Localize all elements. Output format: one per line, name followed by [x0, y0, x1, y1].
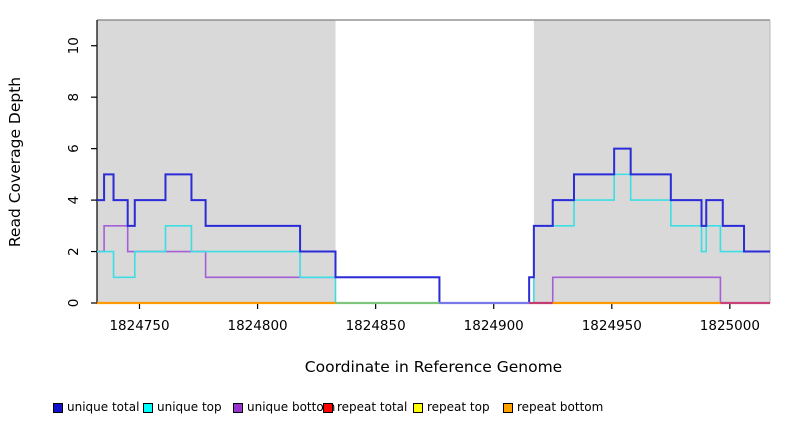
x-tick-label: 1824850 — [346, 318, 406, 334]
x-tick-label: 1824900 — [464, 318, 524, 334]
repeat-region-shading — [97, 20, 336, 303]
x-tick-label: 1824750 — [109, 318, 169, 334]
y-tick-label: 2 — [66, 247, 82, 256]
y-tick-label: 8 — [66, 93, 82, 102]
x-tick-label: 1825000 — [700, 318, 760, 334]
y-tick-label: 4 — [66, 196, 82, 205]
y-tick-label: 0 — [66, 299, 82, 308]
repeat-region-shading — [533, 20, 770, 303]
x-tick-label: 1824800 — [228, 318, 288, 334]
x-axis-title: Coordinate in Reference Genome — [304, 358, 563, 376]
y-axis-title: Read Coverage Depth — [6, 76, 24, 248]
x-tick-label: 1824950 — [582, 318, 642, 334]
y-tick-label: 6 — [66, 144, 82, 153]
series-line-unique-total — [97, 147, 770, 304]
series-line-unique-top — [97, 173, 770, 304]
y-tick-label: 10 — [66, 37, 82, 54]
